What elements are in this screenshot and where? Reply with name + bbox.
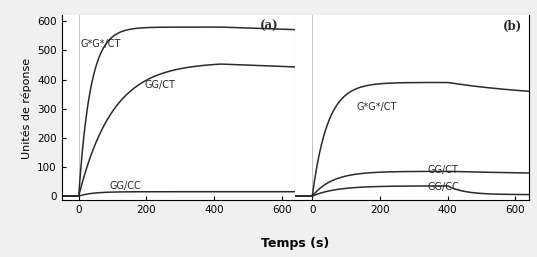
Text: G*G*/CT: G*G*/CT: [81, 40, 121, 50]
Text: (a): (a): [260, 20, 278, 33]
Text: Temps (s): Temps (s): [261, 237, 330, 250]
Text: GG/CT: GG/CT: [144, 80, 176, 90]
Text: GG/CC: GG/CC: [109, 181, 141, 191]
Text: GG/CT: GG/CT: [427, 165, 458, 175]
Y-axis label: Unités de réponse: Unités de réponse: [21, 57, 32, 159]
Text: (b): (b): [503, 20, 522, 33]
Text: GG/CC: GG/CC: [427, 182, 459, 192]
Text: G*G*/CT: G*G*/CT: [356, 102, 397, 112]
